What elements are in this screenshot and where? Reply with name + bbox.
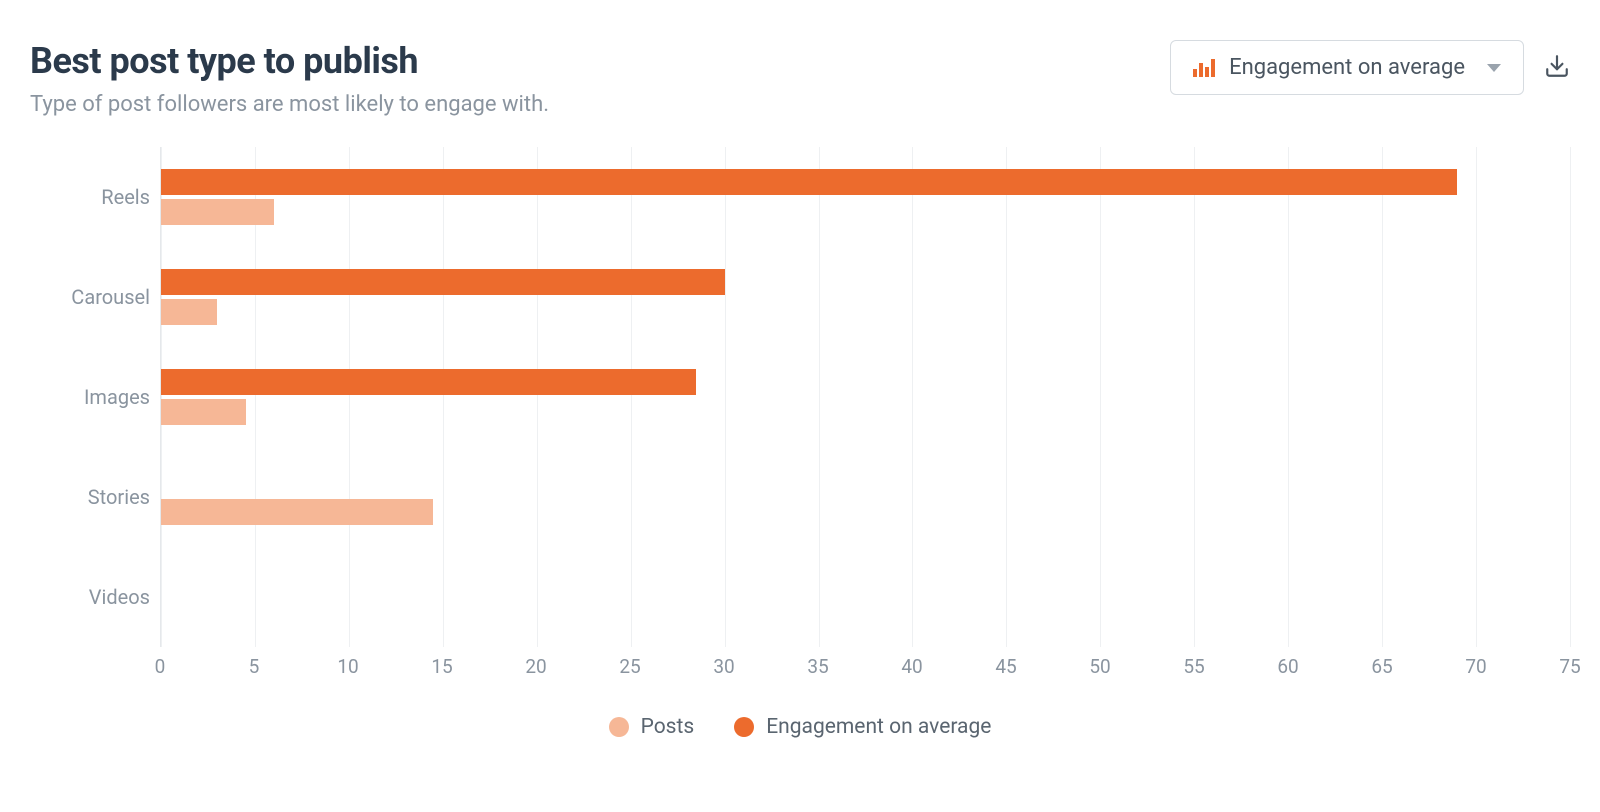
title-block: Best post type to publish Type of post f… [30,40,549,117]
bar [161,169,1457,195]
legend-swatch [609,717,629,737]
x-axis-tick-label: 55 [1183,655,1204,678]
x-axis-tick-label: 20 [525,655,546,678]
legend-item: Engagement on average [734,715,991,739]
page-subtitle: Type of post followers are most likely t… [30,92,549,117]
x-axis-tick-label: 0 [155,655,166,678]
gridline [1570,147,1571,647]
x-axis-tick-label: 40 [901,655,922,678]
y-axis-category-label: Videos [30,547,150,647]
bar-chart-icon [1193,59,1215,77]
bar [161,299,217,325]
bar-group [161,447,1570,547]
y-axis-labels: ReelsCarouselImagesStoriesVideos [30,147,160,647]
header-controls: Engagement on average [1170,40,1570,95]
x-axis-tick-label: 75 [1559,655,1580,678]
bar-group [161,147,1570,247]
x-axis-tick-label: 10 [337,655,358,678]
x-axis-tick-label: 5 [249,655,260,678]
x-axis-tick-label: 45 [995,655,1016,678]
bar-group [161,547,1570,647]
dropdown-label: Engagement on average [1229,55,1465,80]
x-axis: 051015202530354045505560657075 [160,655,1570,685]
bar [161,369,696,395]
legend-label: Posts [641,715,695,739]
y-axis-category-label: Reels [30,147,150,247]
bar [161,269,725,295]
plot-area [160,147,1570,647]
y-axis-category-label: Images [30,347,150,447]
chart-legend: Posts Engagement on average [30,715,1570,739]
y-axis-category-label: Stories [30,447,150,547]
legend-item: Posts [609,715,695,739]
bar [161,399,246,425]
x-axis-tick-label: 60 [1277,655,1298,678]
header-row: Best post type to publish Type of post f… [30,40,1570,117]
metric-dropdown[interactable]: Engagement on average [1170,40,1524,95]
download-icon[interactable] [1544,53,1570,83]
x-axis-tick-label: 65 [1371,655,1392,678]
bar-group [161,247,1570,347]
bar-group [161,347,1570,447]
bar [161,499,433,525]
y-axis-category-label: Carousel [30,247,150,347]
x-axis-tick-label: 30 [713,655,734,678]
x-axis-tick-label: 70 [1465,655,1486,678]
x-axis-tick-label: 50 [1089,655,1110,678]
x-axis-tick-label: 15 [431,655,452,678]
bar [161,199,274,225]
legend-swatch [734,717,754,737]
page-title: Best post type to publish [30,40,549,82]
x-axis-tick-label: 35 [807,655,828,678]
chevron-down-icon [1487,64,1501,72]
chart-container: ReelsCarouselImagesStoriesVideos [30,147,1570,647]
legend-label: Engagement on average [766,715,991,739]
x-axis-tick-label: 25 [619,655,640,678]
